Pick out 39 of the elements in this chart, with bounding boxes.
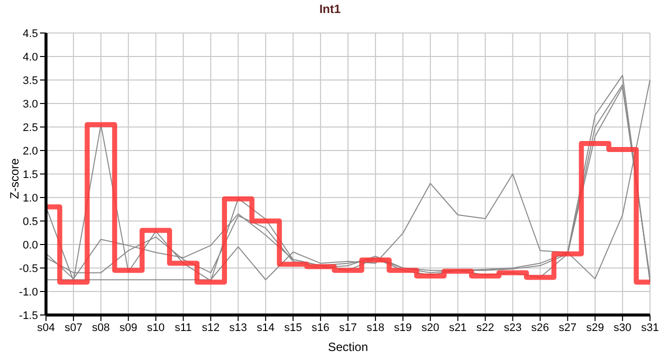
y-tick-label: -1.0 <box>19 286 38 298</box>
x-tick-label: s14 <box>256 322 275 334</box>
y-tick-label: -0.5 <box>19 262 38 275</box>
x-tick-label: s08 <box>92 322 110 334</box>
x-tick-label: s31 <box>641 322 659 334</box>
y-tick-label: 3.5 <box>22 74 38 87</box>
x-tick-label: s09 <box>119 322 138 334</box>
y-tick-label: 1.0 <box>22 192 38 204</box>
x-tick-label: s19 <box>394 322 412 334</box>
x-tick-label: s18 <box>366 322 384 334</box>
x-tick-label: s11 <box>174 322 192 334</box>
y-axis-title: Z-score <box>7 158 22 199</box>
x-tick-label: s30 <box>614 322 632 334</box>
x-axis-title: Section <box>328 340 368 354</box>
x-tick-label: s13 <box>229 322 248 334</box>
y-tick-label: 2.5 <box>22 122 38 134</box>
x-tick-label: s22 <box>476 322 494 334</box>
chart-title: Int1 <box>318 2 342 16</box>
y-tick-label: 0.0 <box>22 239 38 252</box>
x-tick-label: s10 <box>146 322 165 334</box>
x-tick-label: s15 <box>284 322 302 334</box>
x-tick-label: s16 <box>312 322 330 334</box>
x-tick-label: s17 <box>339 322 357 334</box>
x-tick-label: s12 <box>202 322 220 334</box>
x-tick-label: s20 <box>421 322 440 334</box>
x-tick-label: s04 <box>37 322 55 334</box>
y-tick-label: 4.0 <box>22 51 38 64</box>
x-tick-label: s27 <box>558 322 577 334</box>
y-tick-label: 0.5 <box>22 216 38 228</box>
x-tick-label: s26 <box>531 322 550 334</box>
x-tick-label: s07 <box>64 322 82 334</box>
y-tick-label: -1.5 <box>19 310 38 322</box>
x-tick-label: s23 <box>504 322 522 334</box>
y-tick-label: 1.5 <box>22 168 38 181</box>
x-tick-label: s21 <box>448 322 467 334</box>
y-tick-label: 3.0 <box>22 98 38 110</box>
x-tick-label: s29 <box>586 322 604 334</box>
y-tick-label: 4.5 <box>22 28 38 40</box>
y-tick-label: 2.0 <box>22 145 38 158</box>
